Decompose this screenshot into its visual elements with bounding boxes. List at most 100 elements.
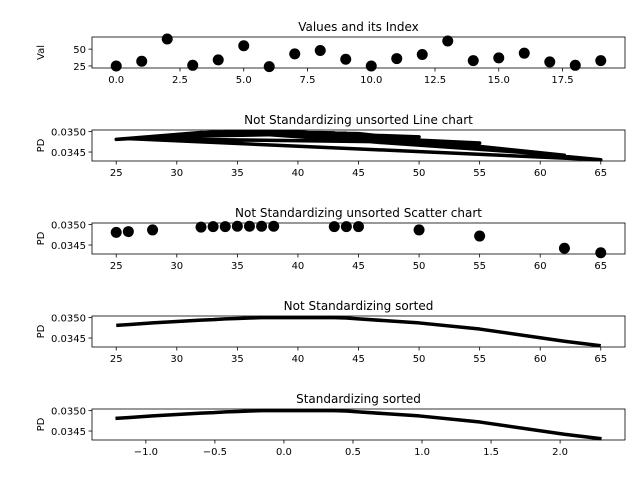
data-point — [365, 60, 377, 72]
x-tick-label: 17.5 — [551, 75, 573, 86]
data-point — [442, 35, 454, 47]
data-point — [147, 224, 159, 236]
data-point — [328, 221, 340, 233]
subplot-2: Not Standardizing unsorted Line chart PD 2… — [36, 113, 626, 179]
x-tick-label: 30 — [170, 168, 183, 179]
x-tick-label: 40 — [292, 354, 305, 365]
data-point — [187, 59, 199, 71]
x-tick-label: 0.0 — [108, 75, 124, 86]
series-line — [114, 129, 603, 162]
data-point — [353, 221, 364, 233]
x-tick-label: 35 — [231, 354, 244, 365]
y-tick-label: 0.0350 — [51, 221, 86, 232]
x-tick-label: 50 — [413, 168, 426, 179]
subplot-title: Values and its Index — [298, 20, 419, 34]
x-tick-label: 65 — [594, 354, 607, 365]
x-tick-label: 7.5 — [300, 75, 316, 86]
x-tick-label: 45 — [352, 261, 365, 272]
data-point — [207, 221, 219, 233]
x-tick-label: −1.0 — [134, 447, 158, 458]
y-axis-label: PD — [36, 417, 47, 431]
y-axis-label: Val — [36, 45, 47, 60]
series-line — [116, 315, 601, 348]
data-point — [544, 56, 556, 68]
axes-frame — [91, 129, 626, 162]
y-tick-label: 0.0345 — [51, 148, 86, 159]
data-point — [413, 224, 425, 236]
y-axis-label: PD — [36, 231, 47, 245]
x-tick-label: 35 — [231, 168, 244, 179]
y-tick-label: 50 — [73, 45, 86, 56]
x-tick-label: 25 — [110, 354, 123, 365]
data-point — [391, 53, 403, 65]
data-point — [110, 60, 122, 72]
data-point — [231, 220, 243, 232]
x-tick-label: 2.0 — [552, 447, 568, 458]
x-tick-label: 30 — [170, 261, 183, 272]
plot-area — [110, 220, 607, 259]
y-tick-label: 0.0345 — [51, 427, 86, 438]
subplot-title: Not Standardizing unsorted Scatter chart — [235, 206, 482, 220]
x-tick-label: 60 — [534, 168, 547, 179]
subplot-title: Not Standardizing sorted — [284, 299, 434, 313]
x-tick-label: 1.0 — [414, 447, 430, 458]
data-point — [243, 220, 255, 232]
x-tick-label: 40 — [292, 261, 305, 272]
x-tick-label: 0.5 — [345, 447, 361, 458]
data-point — [263, 61, 275, 73]
subplot-title: Not Standardizing unsorted Line chart — [244, 113, 473, 127]
data-point — [122, 226, 134, 238]
data-point — [569, 59, 581, 71]
plot-area — [114, 129, 603, 162]
data-point — [195, 221, 207, 233]
plot-area — [115, 408, 602, 441]
x-tick-label: 1.5 — [483, 447, 499, 458]
data-point — [595, 55, 607, 67]
y-axis-label: PD — [36, 138, 47, 152]
x-tick-label: 2.5 — [172, 75, 188, 86]
data-point — [595, 247, 607, 259]
x-tick-label: 30 — [170, 354, 183, 365]
x-tick-label: 50 — [413, 354, 426, 365]
y-tick-label: 0.0345 — [51, 334, 86, 345]
x-tick-label: 55 — [473, 261, 486, 272]
data-point — [474, 230, 486, 242]
data-point — [256, 220, 268, 232]
data-point — [161, 33, 173, 45]
x-tick-label: 25 — [110, 168, 123, 179]
data-point — [136, 55, 148, 67]
data-point — [314, 44, 326, 56]
y-tick-label: 0.0350 — [51, 314, 86, 325]
y-tick-label: 0.0350 — [51, 128, 86, 139]
x-tick-label: 12.5 — [424, 75, 446, 86]
x-tick-label: 50 — [413, 261, 426, 272]
x-tick-label: 0.0 — [276, 447, 292, 458]
x-tick-label: 35 — [231, 261, 244, 272]
x-tick-label: 40 — [292, 168, 305, 179]
axes-frame — [91, 408, 626, 441]
x-tick-label: 60 — [534, 261, 547, 272]
data-point — [467, 55, 479, 67]
data-point — [110, 226, 122, 238]
x-tick-label: 55 — [473, 168, 486, 179]
x-tick-label: 25 — [110, 261, 123, 272]
x-tick-label: 65 — [594, 168, 607, 179]
axes-frame — [91, 222, 626, 255]
y-tick-label: 0.0350 — [51, 407, 86, 418]
data-point — [219, 221, 231, 233]
subplot-title: Standardizing sorted — [296, 392, 421, 406]
axes-frame — [91, 315, 626, 348]
subplot-5: Standardizing sorted PD −1.0 −0.5 0.0 0.5 1.0 1… — [36, 392, 626, 458]
series-line — [115, 408, 602, 441]
x-tick-label: 55 — [473, 354, 486, 365]
data-point — [238, 40, 250, 52]
data-point — [416, 49, 428, 61]
subplot-4: Not Standardizing sorted PD 25 30 35 40 45 50 55… — [36, 299, 626, 365]
data-point — [268, 220, 280, 232]
plot-area — [116, 315, 601, 348]
x-tick-label: 45 — [352, 168, 365, 179]
y-axis-label: PD — [36, 324, 47, 338]
x-tick-label: 5.0 — [236, 75, 252, 86]
x-tick-label: −0.5 — [203, 447, 227, 458]
